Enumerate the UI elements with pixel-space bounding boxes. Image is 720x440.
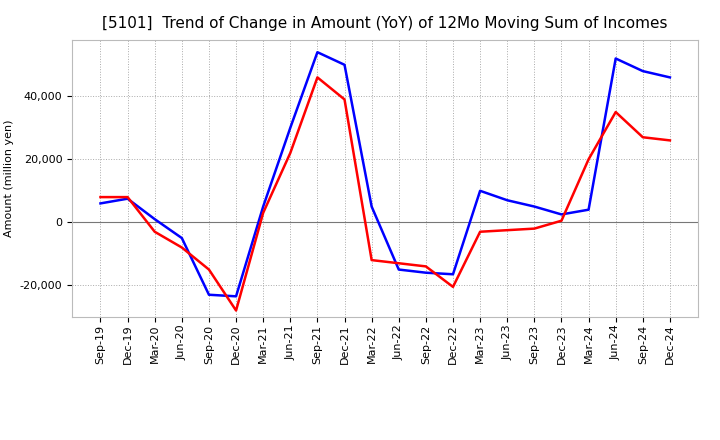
Net Income <box>395 260 403 266</box>
Ordinary Income <box>178 235 186 241</box>
Ordinary Income <box>232 293 240 299</box>
Ordinary Income <box>503 198 511 203</box>
Net Income <box>286 150 294 156</box>
Net Income <box>178 245 186 250</box>
Ordinary Income <box>557 212 566 217</box>
Ordinary Income <box>665 75 674 80</box>
Net Income <box>449 284 457 290</box>
Ordinary Income <box>476 188 485 194</box>
Ordinary Income <box>204 292 213 297</box>
Net Income <box>557 218 566 224</box>
Ordinary Income <box>96 201 105 206</box>
Net Income <box>584 157 593 162</box>
Line: Net Income: Net Income <box>101 77 670 311</box>
Net Income <box>639 135 647 140</box>
Ordinary Income <box>367 204 376 209</box>
Ordinary Income <box>123 196 132 202</box>
Ordinary Income <box>639 69 647 74</box>
Net Income <box>476 229 485 235</box>
Ordinary Income <box>421 270 430 275</box>
Net Income <box>96 194 105 200</box>
Net Income <box>123 194 132 200</box>
Net Income <box>341 97 349 102</box>
Net Income <box>313 75 322 80</box>
Net Income <box>503 227 511 233</box>
Net Income <box>421 264 430 269</box>
Net Income <box>150 229 159 235</box>
Ordinary Income <box>259 204 268 209</box>
Ordinary Income <box>313 50 322 55</box>
Ordinary Income <box>341 62 349 67</box>
Net Income <box>232 308 240 313</box>
Ordinary Income <box>530 204 539 209</box>
Net Income <box>367 257 376 263</box>
Net Income <box>611 110 620 115</box>
Net Income <box>530 226 539 231</box>
Ordinary Income <box>449 271 457 277</box>
Ordinary Income <box>611 56 620 61</box>
Line: Ordinary Income: Ordinary Income <box>101 52 670 296</box>
Ordinary Income <box>150 216 159 222</box>
Net Income <box>259 210 268 216</box>
Title: [5101]  Trend of Change in Amount (YoY) of 12Mo Moving Sum of Incomes: [5101] Trend of Change in Amount (YoY) o… <box>102 16 668 32</box>
Y-axis label: Amount (million yen): Amount (million yen) <box>4 119 14 237</box>
Ordinary Income <box>286 125 294 130</box>
Ordinary Income <box>584 207 593 213</box>
Net Income <box>665 138 674 143</box>
Net Income <box>204 267 213 272</box>
Ordinary Income <box>395 267 403 272</box>
